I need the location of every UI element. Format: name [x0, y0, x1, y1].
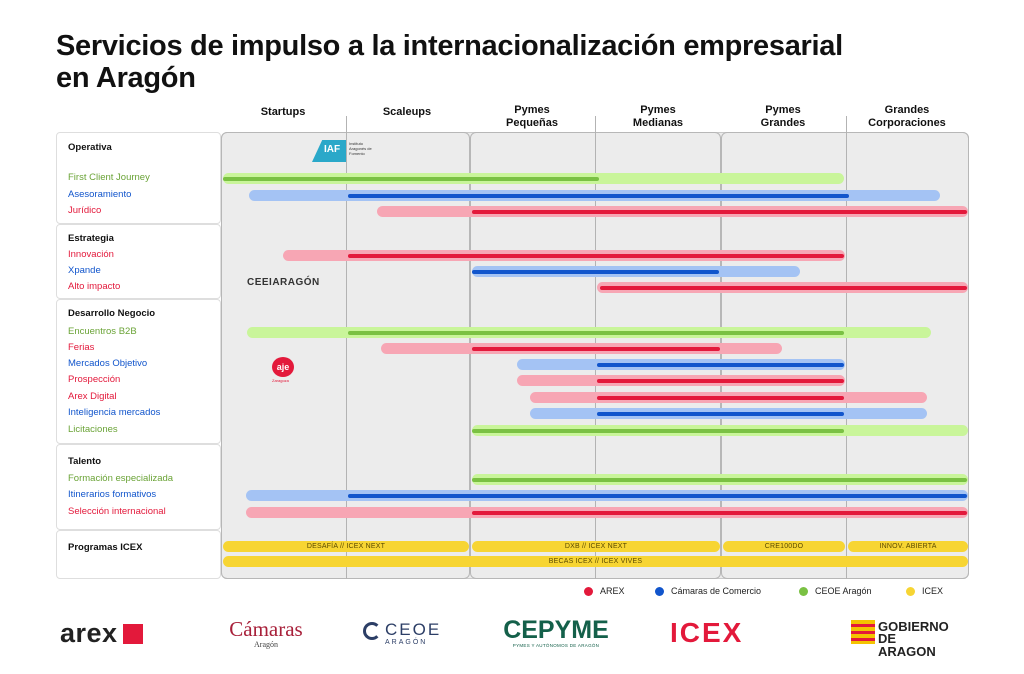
- legend-label: Cámaras de Comercio: [671, 586, 762, 596]
- service-label: First Client Journey: [68, 172, 150, 183]
- service-core-line: [599, 285, 967, 290]
- divider-grandes-corporaciones: [846, 116, 847, 579]
- service-core-line: [472, 510, 967, 515]
- service-label: Arex Digital: [68, 391, 117, 402]
- service-core-line: [597, 378, 844, 383]
- legend-item: ICEX: [906, 586, 943, 596]
- service-core-line: [472, 209, 967, 214]
- legend-item: Cámaras de Comercio: [655, 586, 761, 596]
- service-core-line: [348, 193, 849, 198]
- service-core-line: [348, 493, 967, 498]
- legend-item: AREX: [584, 586, 625, 596]
- page-title: Servicios de impulso a la internacionali…: [56, 30, 843, 94]
- service-label: Prospección: [68, 374, 121, 385]
- card-talento: [56, 444, 221, 530]
- service-label: Inteligencia mercados: [68, 407, 161, 418]
- iaf-logo: IAF Instituto Aragonés de Fomento: [312, 140, 380, 164]
- aje-logo-text: Zaragoza: [272, 378, 289, 383]
- column-header: Pymes Pequeñas: [506, 104, 558, 129]
- aje-logo-mark: aje: [272, 357, 294, 377]
- service-core-line: [348, 253, 844, 258]
- icex-program-bar: DXB // ICEX NEXT: [472, 541, 720, 552]
- title-line-2: en Aragón: [56, 62, 196, 94]
- ceei-aragon-logo: CEEIARAGÓN: [247, 277, 320, 288]
- column-header: Pymes Grandes: [760, 104, 806, 129]
- section-title: Talento: [68, 456, 102, 467]
- legend-item: CEOE Aragón: [799, 586, 872, 596]
- service-core-line: [597, 411, 844, 416]
- service-core-line: [348, 330, 844, 335]
- iaf-logo-mark: IAF: [324, 144, 341, 155]
- icex-program-bar: INNOV. ABIERTA: [848, 541, 968, 552]
- divider-scaleups: [346, 116, 347, 579]
- service-label: Jurídico: [68, 205, 102, 216]
- service-core-line: [472, 428, 844, 433]
- service-core-line: [597, 362, 844, 367]
- iaf-logo-text: Instituto Aragonés de Fomento: [349, 141, 372, 156]
- section-title-icex: Programas ICEX: [68, 542, 143, 553]
- service-label: Selección internacional: [68, 506, 166, 517]
- service-core-line: [223, 176, 600, 181]
- service-core-line: [472, 477, 967, 482]
- section-title: Desarrollo Negocio: [68, 308, 156, 319]
- icex-program-bar: BECAS ICEX // ICEX VIVES: [223, 556, 968, 567]
- column-header: Grandes Corporaciones: [868, 104, 946, 129]
- service-label: Ferias: [68, 342, 95, 353]
- service-core-line: [597, 395, 844, 400]
- column-header: Startups: [260, 106, 306, 118]
- title-line-1: Servicios de impulso a la internacionali…: [56, 30, 843, 62]
- service-label: Licitaciones: [68, 424, 118, 435]
- arex-logo-flag: [123, 624, 144, 644]
- ceoe-aragon-logo: CEOE ARAGÓN: [363, 620, 453, 648]
- column-header: Scaleups: [382, 106, 432, 118]
- section-title: Estrategia: [68, 233, 114, 244]
- service-label: Innovación: [68, 249, 114, 260]
- legend-dot-icon: [906, 586, 915, 596]
- service-label: Xpande: [68, 265, 101, 276]
- column-header: Pymes Medianas: [632, 104, 684, 129]
- arex-logo: arex: [60, 618, 144, 648]
- card-programas-icex: [56, 530, 221, 579]
- service-label: Formación especializada: [68, 473, 174, 484]
- icex-logo: ICEX: [670, 617, 744, 648]
- card-estrategia: [56, 224, 221, 299]
- legend-dot-icon: [655, 586, 664, 596]
- service-label: Mercados Objetivo: [68, 358, 148, 369]
- ceoe-icon: [363, 622, 381, 640]
- service-core-line: [472, 346, 721, 351]
- card-desarrollo-negocio: [56, 299, 221, 444]
- legend-label: CEOE Aragón: [815, 586, 872, 596]
- service-label: Alto impacto: [68, 281, 121, 292]
- aragon-flag-icon: [851, 620, 875, 644]
- icex-program-bar: CRE100DO: [723, 541, 845, 552]
- camaras-aragon-logo: Cámaras Aragón: [229, 617, 303, 649]
- legend-label: AREX: [600, 586, 625, 596]
- service-label: Asesoramiento: [68, 189, 132, 200]
- aje-logo: aje Zaragoza: [272, 357, 312, 385]
- section-title: Operativa: [68, 142, 112, 153]
- service-label: Itinerarios formativos: [68, 489, 157, 500]
- cepyme-logo: CEPYME PYMES Y AUTÓNOMOS DE ARAGÓN: [503, 616, 609, 648]
- legend-label: ICEX: [922, 586, 944, 596]
- service-label: Encuentros B2B: [68, 326, 137, 337]
- legend-dot-icon: [799, 586, 808, 596]
- card-operativa: [56, 132, 221, 224]
- icex-program-bar: DESAFÍA // ICEX NEXT: [223, 541, 469, 552]
- service-core-line: [472, 269, 719, 274]
- legend-dot-icon: [584, 586, 593, 596]
